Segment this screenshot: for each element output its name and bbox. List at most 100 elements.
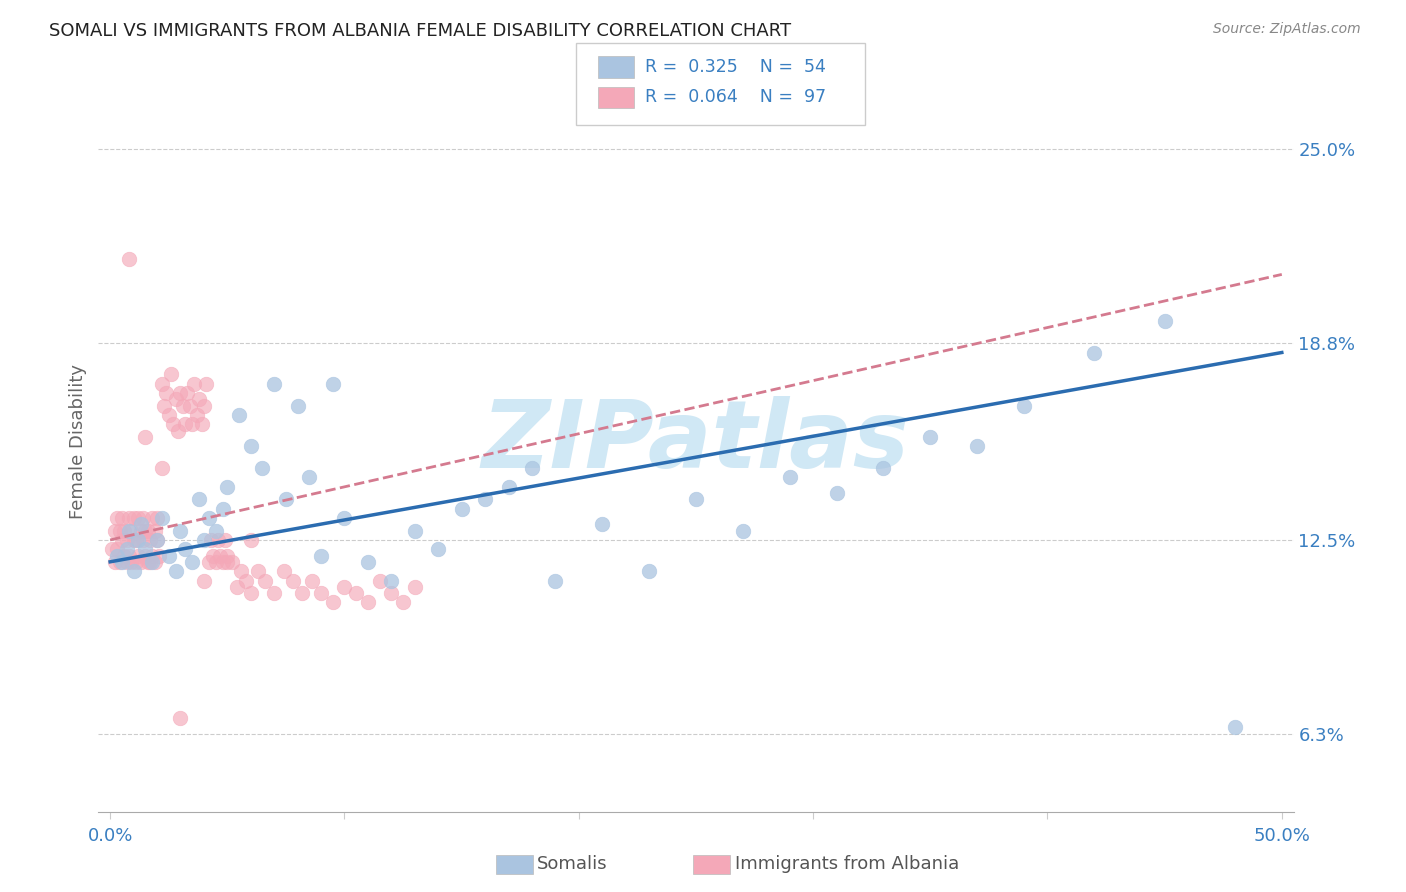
Point: [195, 376, 218, 391]
Point: [188, 492, 211, 507]
Point: [141, 511, 163, 525]
Point: [217, 555, 239, 569]
Point: [136, 524, 159, 538]
Point: [118, 524, 141, 538]
Point: [263, 376, 285, 391]
Point: [134, 430, 156, 444]
Point: [920, 430, 942, 444]
Point: [104, 524, 127, 538]
Point: [148, 549, 170, 563]
Point: [221, 555, 243, 569]
Point: [105, 511, 128, 525]
Point: [779, 470, 801, 484]
Point: [150, 511, 173, 525]
Point: [404, 524, 426, 538]
Point: [825, 486, 848, 500]
Point: [141, 549, 163, 563]
Point: [122, 533, 145, 547]
Point: [474, 492, 496, 507]
Point: [169, 524, 191, 538]
Point: [1153, 314, 1175, 328]
Point: [108, 524, 131, 538]
Text: R =  0.325    N =  54: R = 0.325 N = 54: [645, 58, 827, 76]
Point: [115, 542, 138, 557]
Point: [872, 461, 894, 475]
Point: [118, 511, 141, 525]
Point: [380, 574, 402, 588]
Point: [134, 524, 156, 538]
Point: [162, 417, 184, 432]
Point: [115, 555, 138, 569]
Text: Somalis: Somalis: [537, 855, 607, 873]
Point: [291, 586, 314, 600]
Text: SOMALI VS IMMIGRANTS FROM ALBANIA FEMALE DISABILITY CORRELATION CHART: SOMALI VS IMMIGRANTS FROM ALBANIA FEMALE…: [49, 22, 792, 40]
Point: [127, 533, 149, 547]
Point: [120, 524, 142, 538]
Point: [239, 533, 262, 547]
Point: [165, 392, 187, 407]
Point: [225, 580, 247, 594]
Point: [160, 368, 183, 382]
Point: [127, 511, 149, 525]
Point: [127, 549, 149, 563]
Point: [172, 399, 194, 413]
Point: [193, 399, 215, 413]
Point: [118, 252, 141, 266]
Point: [183, 376, 205, 391]
Y-axis label: Female Disability: Female Disability: [69, 364, 87, 519]
Point: [174, 417, 197, 432]
Point: [217, 480, 239, 494]
Point: [181, 417, 204, 432]
Point: [186, 408, 208, 422]
Point: [125, 555, 148, 569]
Point: [129, 517, 152, 532]
Point: [174, 542, 197, 557]
Point: [211, 555, 233, 569]
Point: [202, 549, 225, 563]
Point: [252, 461, 274, 475]
Point: [200, 533, 222, 547]
Point: [1083, 345, 1105, 359]
Point: [111, 533, 134, 547]
Point: [239, 439, 262, 453]
Point: [108, 555, 131, 569]
Point: [105, 549, 128, 563]
Point: [209, 549, 232, 563]
Point: [520, 461, 543, 475]
Point: [104, 555, 127, 569]
Point: [132, 511, 155, 525]
Point: [165, 564, 187, 578]
Point: [404, 580, 426, 594]
Point: [197, 511, 219, 525]
Point: [190, 417, 212, 432]
Point: [368, 574, 391, 588]
Point: [204, 555, 226, 569]
Point: [167, 424, 190, 438]
Point: [731, 524, 754, 538]
Point: [357, 555, 380, 569]
Point: [281, 574, 304, 588]
Point: [344, 586, 367, 600]
Point: [129, 555, 152, 569]
Point: [150, 461, 173, 475]
Point: [157, 408, 180, 422]
Point: [498, 480, 520, 494]
Point: [155, 386, 177, 401]
Point: [1012, 399, 1035, 413]
Point: [333, 511, 356, 525]
Point: [204, 524, 226, 538]
Point: [112, 549, 135, 563]
Point: [136, 555, 159, 569]
Point: [322, 376, 344, 391]
Point: [150, 376, 173, 391]
Point: [228, 408, 250, 422]
Point: [231, 564, 253, 578]
Point: [450, 501, 472, 516]
Point: [129, 524, 152, 538]
Point: [146, 511, 169, 525]
Point: [111, 555, 134, 569]
Point: [263, 586, 285, 600]
Point: [139, 533, 162, 547]
Point: [274, 492, 297, 507]
Point: [143, 555, 166, 569]
